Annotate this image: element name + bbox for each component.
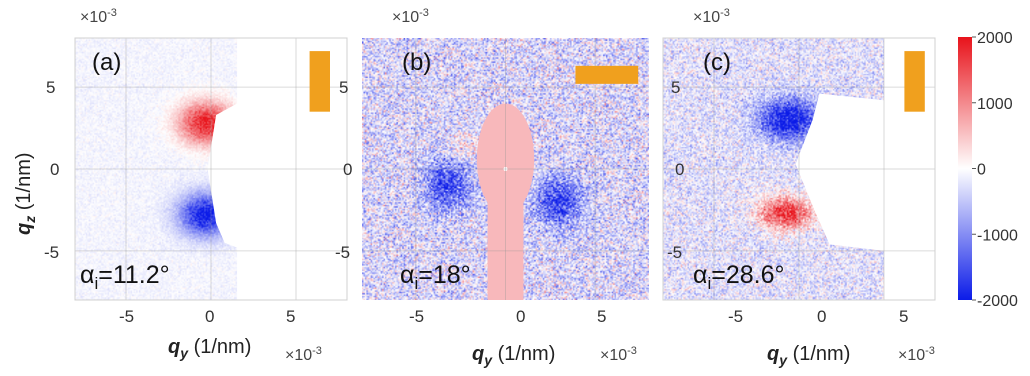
- alpha-annotation-b: αi=18°: [400, 261, 471, 293]
- heatmap-c: [663, 38, 935, 300]
- panel-label-b: (b): [402, 49, 431, 76]
- y-tick-a-m5: -5: [44, 243, 59, 262]
- x-axis-label-c: qy (1/nm): [767, 343, 850, 368]
- x-tick-a-m5: -5: [119, 307, 134, 326]
- y-multiplier-c: ×10-3: [693, 7, 730, 26]
- panel-c: (c) αi=28.6° 5 0 -5 -5 0 5 ×10-3 ×10-3 q…: [662, 7, 936, 368]
- colorbar-tick-label-0: 2000: [977, 30, 1013, 47]
- colorbar-tick-label-4: -2000: [977, 293, 1018, 310]
- x-axis-label-a: qy (1/nm): [168, 336, 251, 361]
- x-multiplier-c: ×10-3: [898, 345, 935, 364]
- panel-a: (a) αi=11.2° 5 0 -5 -5 0 5 ×10-3 ×10-3 q…: [13, 7, 348, 364]
- x-ticks-a: -5 0 5: [119, 307, 295, 326]
- panel-label-a: (a): [92, 49, 121, 76]
- x-ticks-b: -5 0 5: [409, 307, 606, 326]
- center-point-b: [503, 167, 508, 171]
- x-tick-c-0: 0: [817, 307, 826, 326]
- markers-c: [904, 51, 925, 112]
- panel-label-c: (c): [703, 49, 731, 76]
- y-tick-c-m5: -5: [667, 243, 682, 262]
- y-tick-c-0: 0: [675, 160, 684, 179]
- orange-marker-a: [309, 51, 330, 112]
- y-ticks-a: 5 0 -5: [44, 78, 59, 262]
- x-tick-b-5: 5: [597, 307, 606, 326]
- x-tick-a-5: 5: [286, 307, 295, 326]
- heatmap-a: [75, 38, 347, 300]
- y-multiplier-b: ×10-3: [392, 7, 429, 26]
- colorbar-tick-label-3: -1000: [977, 227, 1018, 244]
- y-axis-label: qz (1/nm): [13, 152, 38, 235]
- x-tick-c-5: 5: [899, 307, 908, 326]
- x-tick-a-0: 0: [205, 307, 214, 326]
- mask-shape-c: [795, 93, 884, 251]
- y-ticks-c: 5 0 -5: [667, 78, 684, 262]
- alpha-annotation-c: αi=28.6°: [693, 261, 785, 293]
- x-tick-b-0: 0: [516, 307, 525, 326]
- x-tick-b-m5: -5: [409, 307, 424, 326]
- y-tick-a-0: 0: [50, 160, 59, 179]
- y-tick-b-5: 5: [339, 78, 348, 97]
- central-stem-b: [487, 169, 524, 300]
- x-tick-c-m5: -5: [728, 307, 743, 326]
- orange-marker-b: [575, 65, 639, 84]
- x-ticks-c: -5 0 5: [728, 307, 908, 326]
- heatmap-b: [362, 38, 649, 300]
- colorbar-gradient: [958, 37, 972, 300]
- colorbar-ticks: 2000 1000 0 -1000 -2000: [972, 30, 1018, 310]
- colorbar-tick-label-1: 1000: [977, 96, 1013, 113]
- gridlines-c: [663, 38, 935, 300]
- y-tick-b-m5: -5: [335, 243, 350, 262]
- x-multiplier-b: ×10-3: [600, 345, 637, 364]
- x-axis-label-b: qy (1/nm): [472, 343, 555, 368]
- y-ticks-b: 5 0 -5: [335, 78, 352, 262]
- colorbar: 2000 1000 0 -1000 -2000: [958, 30, 1018, 310]
- axes-frame-c: [662, 37, 936, 301]
- markers-b: [575, 65, 639, 84]
- alpha-annotation-a: αi=11.2°: [80, 261, 170, 293]
- panel-b: (b) αi=18° 5 0 -5 -5 0 5 ×10-3 ×10-3 qy …: [335, 7, 649, 368]
- markers-a: [309, 51, 330, 112]
- x-multiplier-a: ×10-3: [285, 345, 322, 364]
- y-tick-a-5: 5: [46, 78, 55, 97]
- central-region-b: [476, 103, 535, 300]
- orange-marker-c: [904, 51, 925, 112]
- gridlines-a: [75, 38, 347, 300]
- y-multiplier-a: ×10-3: [80, 7, 117, 26]
- y-tick-b-0: 0: [343, 160, 352, 179]
- y-tick-c-5: 5: [671, 78, 680, 97]
- gridlines-b: [362, 38, 649, 300]
- axes-frame-a: [74, 37, 348, 301]
- colorbar-tick-label-2: 0: [977, 162, 986, 179]
